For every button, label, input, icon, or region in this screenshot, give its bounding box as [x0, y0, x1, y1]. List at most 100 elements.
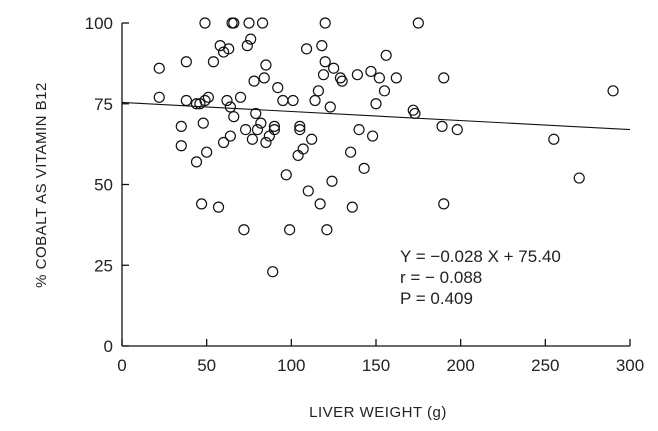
data-point [207, 56, 220, 68]
data-point [548, 133, 560, 145]
data-point [218, 136, 230, 149]
y-tick-label: 0 [104, 337, 113, 356]
data-point [240, 123, 252, 136]
data-point [243, 17, 255, 29]
data-point [373, 72, 385, 84]
data-point [268, 120, 280, 132]
regression-equation: Y = −0.028 X + 75.40 [400, 247, 561, 266]
data-point [294, 123, 306, 136]
data-point [202, 91, 214, 103]
data-point [287, 94, 299, 107]
data-point [238, 224, 250, 236]
data-point [256, 17, 269, 29]
y-tick-label: 25 [94, 256, 113, 275]
y-tick-label: 50 [94, 176, 113, 195]
data-point [180, 94, 192, 107]
data-point [246, 133, 258, 145]
data-point [317, 69, 330, 81]
x-tick-group: 0 50 100 150 200 250 300 [117, 339, 644, 375]
regression-line [121, 101, 631, 131]
data-point [380, 49, 392, 61]
data-point [153, 62, 165, 74]
data-point [195, 198, 208, 210]
data-point [180, 56, 192, 68]
stats-annotation: Y = −0.028 X + 75.40 r = − 0.088 P = 0.4… [400, 247, 561, 308]
correlation-r: r = − 0.088 [400, 268, 482, 287]
data-point [312, 85, 325, 97]
data-point [255, 117, 267, 129]
data-point [201, 146, 213, 158]
data-point [224, 101, 236, 113]
data-point [390, 72, 402, 84]
data-point [175, 120, 187, 132]
x-tick-label: 250 [531, 356, 559, 375]
data-point [300, 43, 313, 55]
data-point [319, 56, 331, 68]
data-point [228, 111, 240, 123]
data-point [351, 69, 363, 81]
data-point [412, 17, 424, 29]
x-tick-label: 0 [117, 356, 126, 375]
data-point [336, 75, 348, 87]
data-point [324, 101, 336, 113]
data-point [365, 65, 377, 78]
data-point [241, 40, 253, 52]
data-point [370, 98, 382, 110]
data-point [309, 94, 321, 107]
data-point [316, 40, 328, 52]
data-point [221, 94, 233, 107]
data-point [297, 143, 309, 155]
data-point [345, 146, 357, 158]
data-point [277, 94, 289, 107]
data-point [280, 169, 292, 181]
data-point [451, 123, 463, 136]
data-point [248, 75, 260, 87]
data-point [199, 94, 211, 107]
y-tick-label: 75 [94, 95, 113, 114]
data-point [314, 198, 326, 210]
data-point [306, 133, 318, 145]
x-tick-label: 150 [362, 356, 390, 375]
data-point [284, 224, 296, 236]
data-point [250, 107, 262, 120]
data-point [438, 198, 450, 210]
data-point [199, 17, 211, 29]
data-point [153, 91, 165, 103]
data-point [346, 201, 358, 213]
data-point [358, 162, 370, 174]
data-point [378, 85, 391, 97]
data-point [409, 107, 421, 120]
data-point [258, 72, 270, 84]
data-point [190, 156, 203, 168]
data-point [234, 91, 247, 103]
data-point [245, 33, 257, 45]
data-point [326, 175, 338, 187]
data-point [228, 17, 240, 29]
x-tick-label: 100 [277, 356, 305, 375]
data-point [353, 123, 365, 136]
data-point [223, 43, 235, 55]
data-point [321, 224, 333, 236]
data-point [260, 136, 272, 149]
y-tick-label: 100 [85, 14, 113, 33]
data-point [319, 17, 331, 29]
x-tick-label: 200 [446, 356, 474, 375]
data-point [328, 62, 340, 74]
data-point [251, 123, 264, 136]
y-axis-title: % COBALT AS VITAMIN B12 [33, 82, 50, 288]
data-point [212, 201, 225, 213]
data-point [367, 130, 379, 142]
data-points [153, 17, 619, 278]
data-point [302, 185, 314, 197]
x-tick-label: 300 [616, 356, 644, 375]
data-point [272, 81, 284, 94]
x-axis: 0 50 100 150 200 250 300 [117, 339, 644, 375]
data-point [267, 266, 279, 278]
data-point [292, 149, 304, 162]
data-point [260, 59, 272, 71]
data-point [294, 120, 306, 132]
p-value: P = 0.409 [400, 289, 473, 308]
data-point [197, 117, 209, 129]
data-point [438, 72, 450, 84]
